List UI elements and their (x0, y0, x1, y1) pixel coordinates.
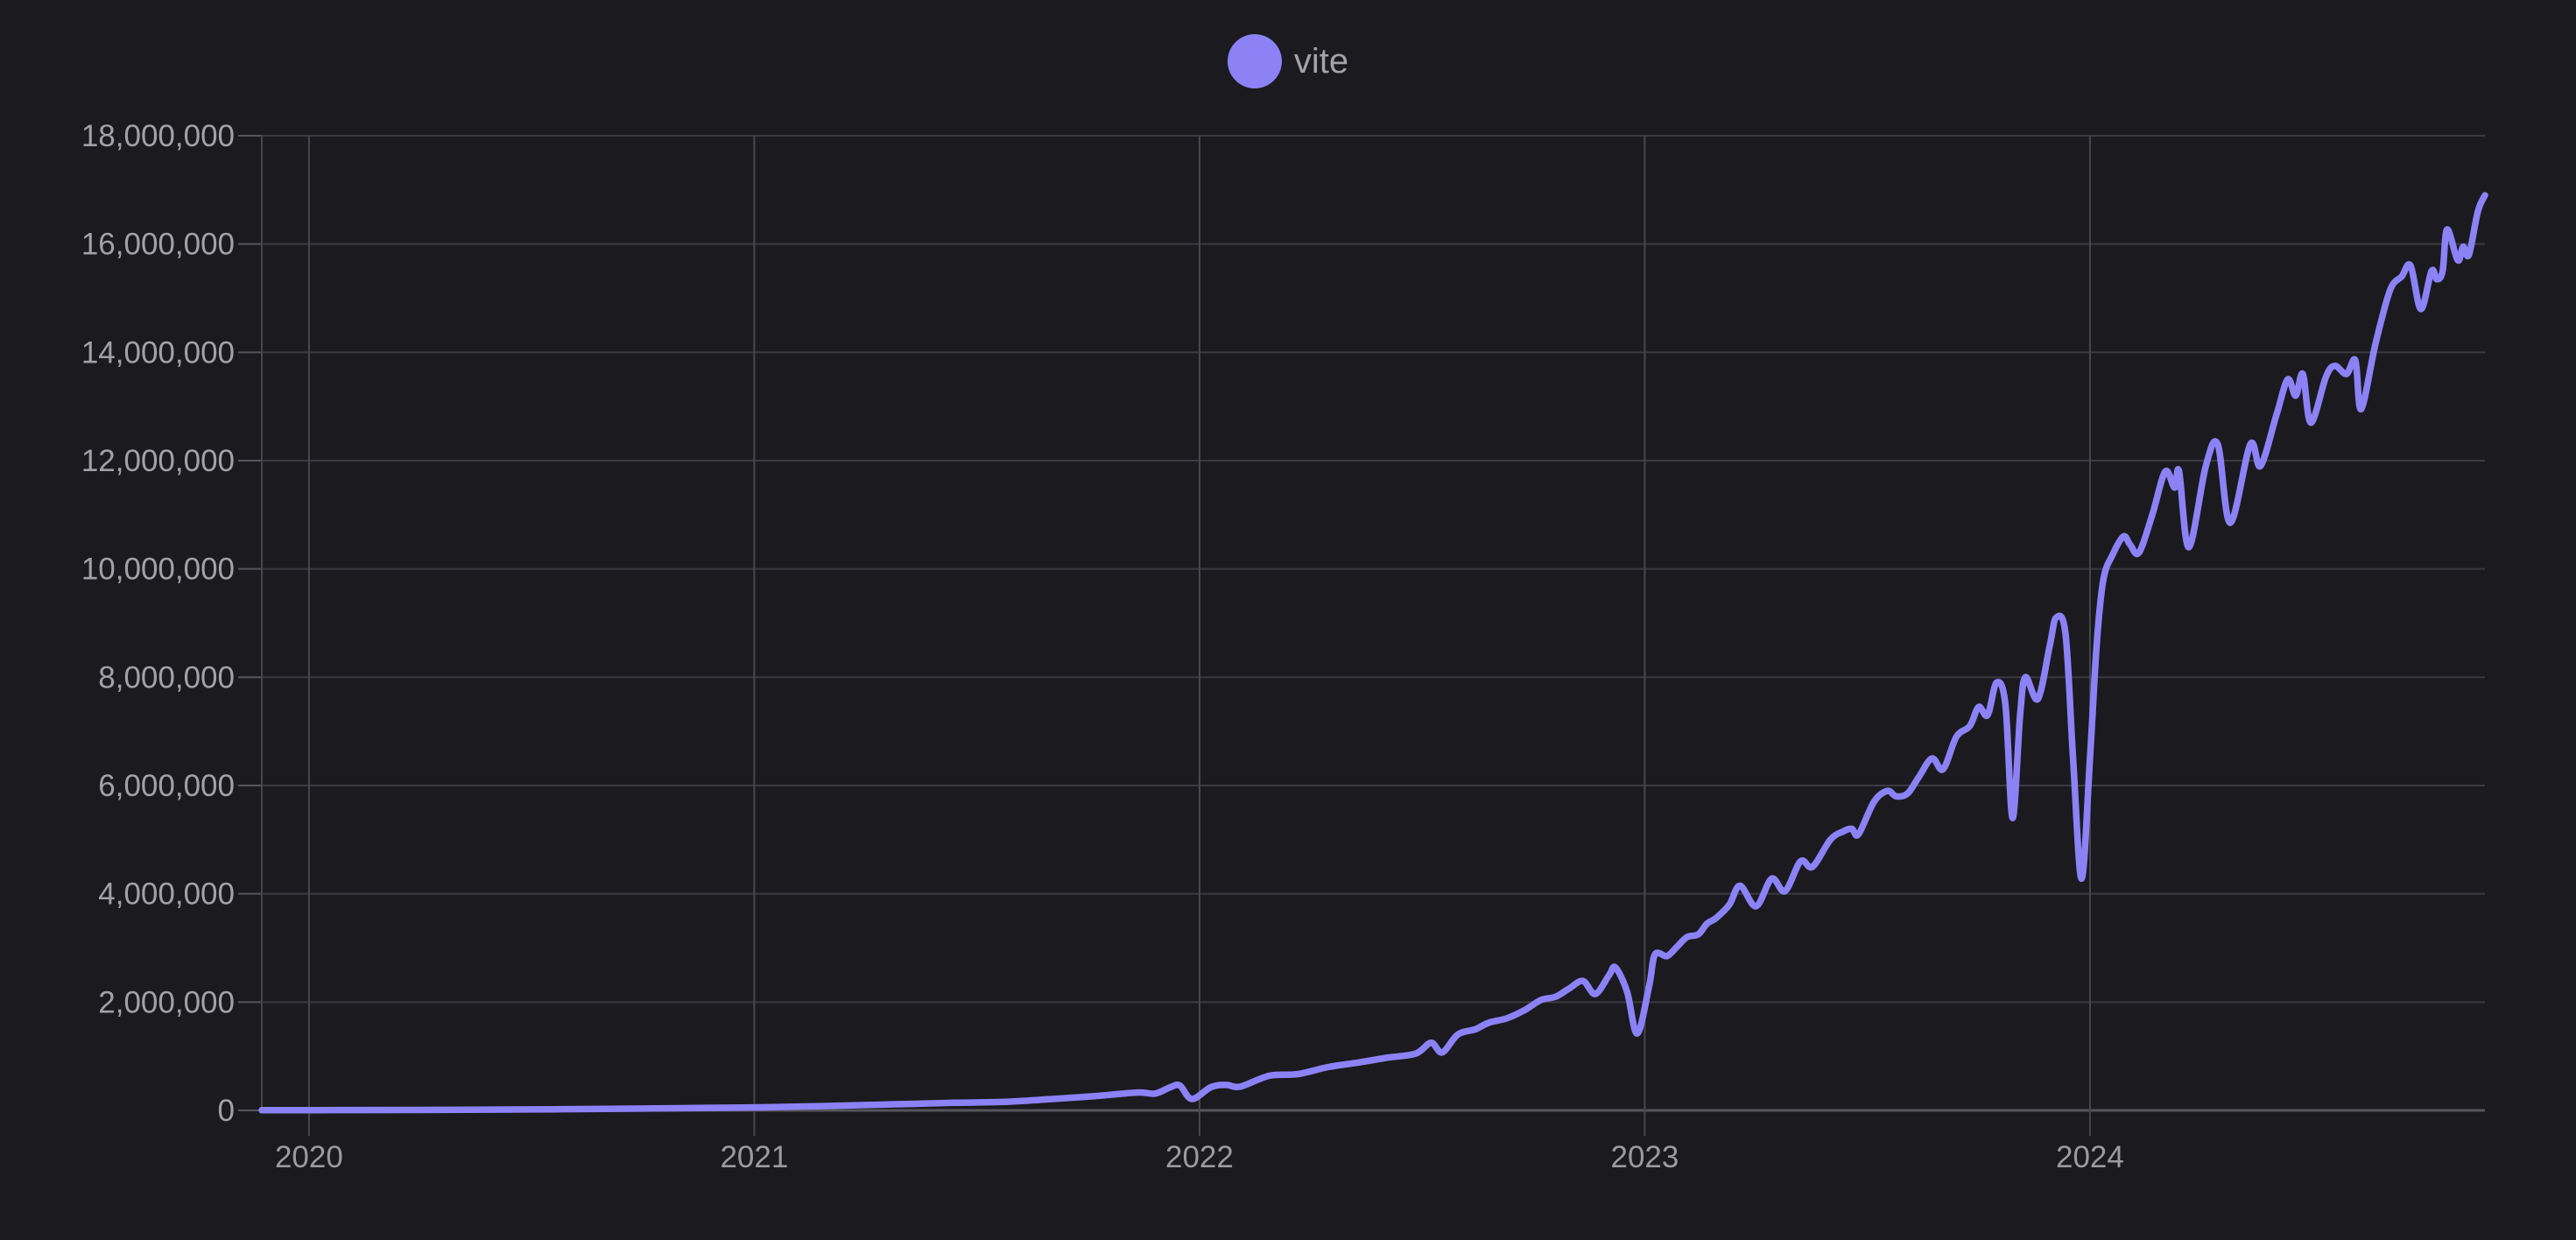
y-axis-tick-label: 12,000,000 (81, 444, 235, 478)
x-axis-tick-label: 2023 (1611, 1140, 1679, 1174)
y-axis-tick-label: 6,000,000 (98, 769, 235, 803)
x-axis-tick-label: 2022 (1165, 1140, 1234, 1174)
y-axis-tick-label: 4,000,000 (98, 877, 235, 912)
legend-item-vite[interactable]: vite (1227, 34, 1349, 88)
y-axis-tick-label: 16,000,000 (81, 228, 235, 262)
x-axis-tick-label: 2021 (720, 1140, 788, 1174)
legend-color-dot (1227, 34, 1282, 88)
chart-legend: vite (0, 0, 2576, 123)
y-axis-tick-label: 8,000,000 (98, 660, 235, 694)
x-axis-tick-label: 2024 (2056, 1140, 2124, 1174)
y-axis-tick-label: 0 (218, 1094, 235, 1128)
x-axis-tick-label: 2020 (275, 1140, 343, 1174)
y-axis-tick-label: 18,000,000 (81, 119, 235, 153)
series-line-vite (258, 192, 2488, 1114)
y-axis-tick-label: 14,000,000 (81, 335, 235, 370)
y-axis-tick-label: 2,000,000 (98, 985, 235, 1019)
y-axis-tick-label: 10,000,000 (81, 553, 235, 587)
legend-label: vite (1293, 42, 1349, 81)
